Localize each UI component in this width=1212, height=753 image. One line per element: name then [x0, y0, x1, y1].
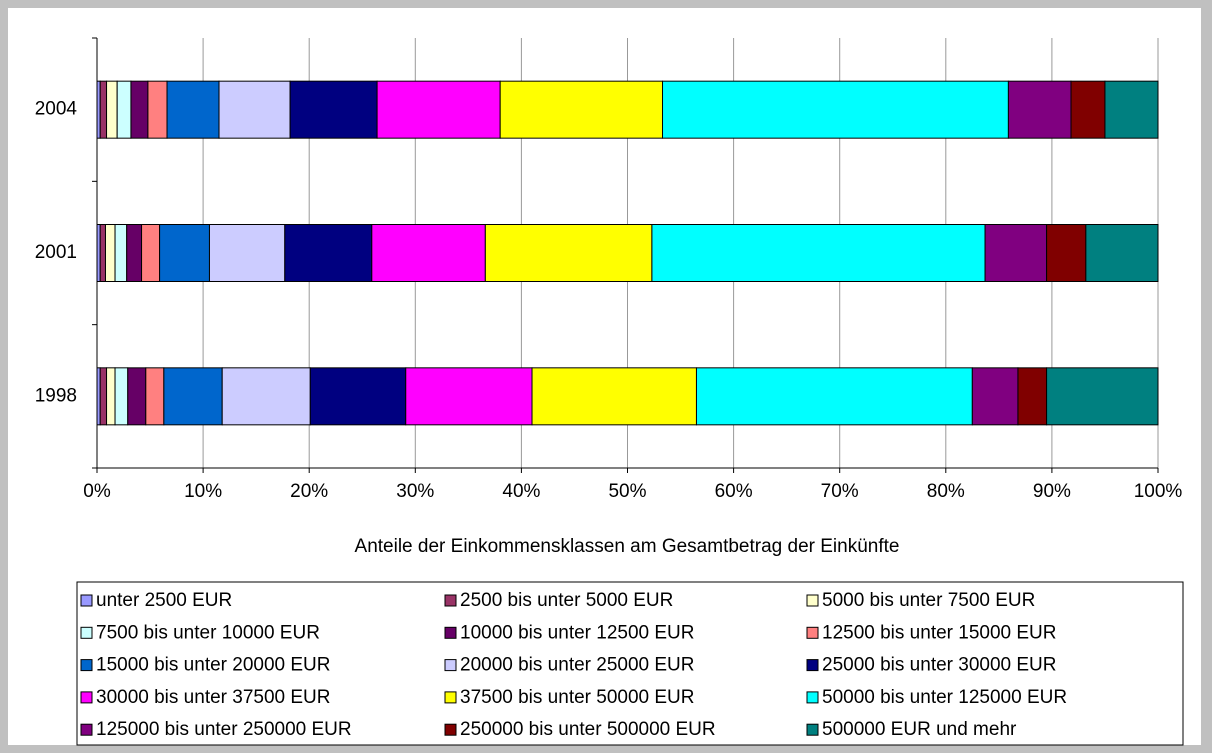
- bar-segment: [147, 80, 168, 139]
- legend-swatch: [806, 594, 819, 607]
- bar-segment: [662, 80, 1009, 139]
- legend-swatch: [806, 723, 819, 736]
- x-axis-title: Anteile der Einkommensklassen am Gesamtb…: [355, 536, 900, 557]
- x-tick-label: 50%: [608, 481, 646, 502]
- bar-segment: [531, 367, 697, 426]
- bar-segment: [651, 224, 986, 282]
- legend-swatch: [444, 691, 457, 704]
- legend-label: 12500 bis unter 15000 EUR: [822, 622, 1057, 643]
- legend-label: 10000 bis unter 12500 EUR: [460, 622, 695, 643]
- legend-label: 25000 bis unter 30000 EUR: [822, 655, 1057, 676]
- bar-segment: [145, 367, 165, 426]
- bar-segment: [1070, 80, 1106, 139]
- legend-label: unter 2500 EUR: [96, 590, 232, 611]
- y-tick-label: 2004: [35, 99, 78, 120]
- bar-segment: [289, 80, 378, 139]
- legend-swatch: [80, 659, 93, 672]
- bar-segment: [1007, 80, 1072, 139]
- bar-segment: [1104, 80, 1159, 139]
- legend-swatch: [444, 723, 457, 736]
- legend-swatch: [806, 691, 819, 704]
- bar-segment: [1046, 224, 1087, 282]
- legend-label: 125000 bis unter 250000 EUR: [96, 719, 352, 740]
- bar-segment: [1046, 367, 1159, 426]
- legend-label: 30000 bis unter 37500 EUR: [96, 687, 331, 708]
- y-tick-label: 1998: [35, 385, 77, 406]
- bar-segment: [208, 224, 286, 282]
- x-tick-label: 100%: [1134, 481, 1183, 502]
- bar-segment: [166, 80, 220, 139]
- bar-segment: [376, 80, 501, 139]
- x-tick-label: 40%: [502, 481, 540, 502]
- legend-label: 500000 EUR und mehr: [822, 719, 1017, 740]
- bar-segment: [106, 367, 116, 426]
- legend-swatch: [80, 626, 93, 639]
- x-tick-label: 30%: [396, 481, 434, 502]
- bar-segment: [309, 367, 407, 426]
- bar-segment: [114, 367, 129, 426]
- legend-label: 20000 bis unter 25000 EUR: [460, 655, 695, 676]
- bar-segment: [218, 80, 291, 139]
- bar-segment: [106, 80, 118, 139]
- legend-swatch: [80, 723, 93, 736]
- bar-segment: [141, 224, 161, 282]
- legend-label: 250000 bis unter 500000 EUR: [460, 719, 716, 740]
- legend-swatch: [444, 659, 457, 672]
- legend-swatch: [444, 594, 457, 607]
- x-tick-label: 20%: [290, 481, 328, 502]
- bar-segment: [221, 367, 311, 426]
- bar-segment: [1085, 224, 1159, 282]
- y-tick-label: 2001: [35, 242, 77, 263]
- legend-swatch: [806, 626, 819, 639]
- bar-segment: [284, 224, 373, 282]
- bar-segment: [1017, 367, 1048, 426]
- bar-segment: [984, 224, 1048, 282]
- legend-label: 37500 bis unter 50000 EUR: [460, 687, 695, 708]
- legend-label: 5000 bis unter 7500 EUR: [822, 590, 1035, 611]
- bar-segment: [163, 367, 223, 426]
- x-tick-label: 80%: [927, 481, 965, 502]
- bar-segment: [99, 80, 108, 139]
- bar-segment: [484, 224, 653, 282]
- legend-swatch: [80, 691, 93, 704]
- bar-segment: [127, 367, 147, 426]
- bar-segment: [99, 367, 108, 426]
- bar-segment: [159, 224, 210, 282]
- bar-segment: [499, 80, 664, 139]
- bar-segment: [130, 80, 149, 139]
- legend-swatch: [806, 659, 819, 672]
- x-tick-label: 70%: [821, 481, 859, 502]
- bar-segment: [104, 224, 116, 282]
- legend-swatch: [80, 594, 93, 607]
- x-tick-label: 60%: [715, 481, 753, 502]
- bar-segment: [971, 367, 1019, 426]
- legend-box: [76, 581, 1184, 746]
- x-tick-label: 0%: [83, 481, 111, 502]
- legend-label: 15000 bis unter 20000 EUR: [96, 655, 331, 676]
- bar-segment: [114, 224, 128, 282]
- legend-label: 50000 bis unter 125000 EUR: [822, 687, 1067, 708]
- legend-label: 2500 bis unter 5000 EUR: [460, 590, 673, 611]
- x-tick-label: 10%: [184, 481, 222, 502]
- bar-segment: [126, 224, 143, 282]
- bar-segment: [116, 80, 132, 139]
- bar-segment: [695, 367, 973, 426]
- legend-label: 7500 bis unter 10000 EUR: [96, 622, 320, 643]
- legend-swatch: [444, 626, 457, 639]
- x-tick-label: 90%: [1033, 481, 1071, 502]
- bar-segment: [371, 224, 486, 282]
- bar-segment: [99, 224, 106, 282]
- bar-segment: [405, 367, 533, 426]
